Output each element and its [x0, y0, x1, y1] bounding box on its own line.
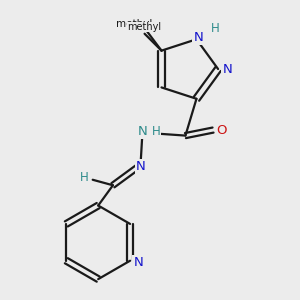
Text: N: N — [136, 160, 146, 173]
Text: H: H — [152, 125, 160, 138]
Text: O: O — [216, 124, 226, 136]
Text: N: N — [222, 62, 232, 76]
Text: H: H — [211, 22, 219, 35]
Text: H: H — [80, 171, 89, 184]
Text: methyl: methyl — [128, 22, 162, 32]
Text: N: N — [194, 31, 203, 44]
Text: N: N — [137, 125, 147, 138]
Text: methyl: methyl — [116, 19, 153, 29]
Text: N: N — [133, 256, 143, 269]
